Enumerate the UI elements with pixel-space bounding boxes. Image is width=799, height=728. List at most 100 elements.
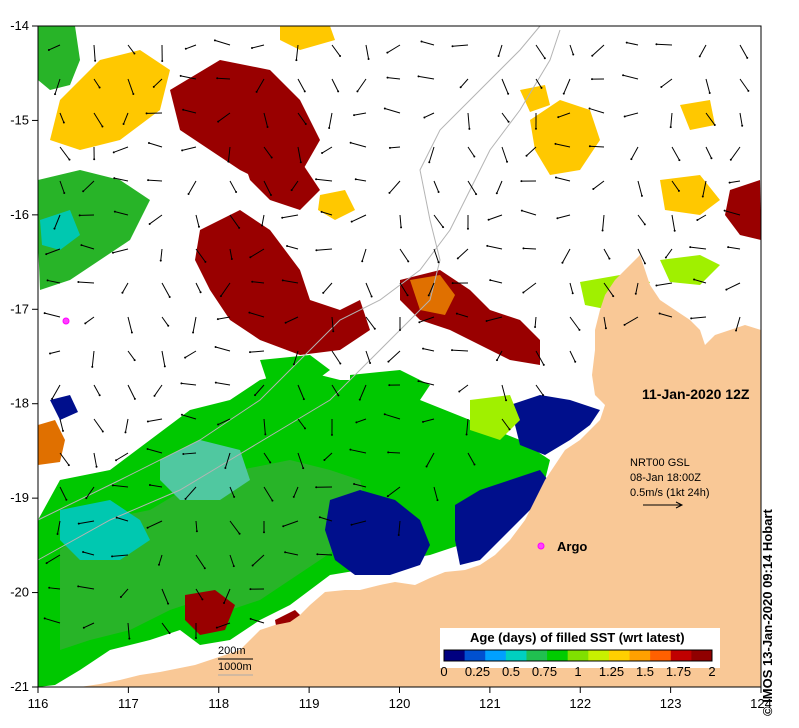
current-arrow <box>48 44 61 51</box>
current-arrow-head <box>664 256 667 259</box>
current-arrow <box>114 177 129 182</box>
current-arrow <box>319 516 333 522</box>
current-arrow-head <box>350 220 353 223</box>
current-arrow-head <box>505 399 508 402</box>
current-arrow <box>739 78 749 92</box>
current-arrow <box>217 77 231 80</box>
current-arrow-head <box>93 158 96 161</box>
current-arrow <box>81 244 95 250</box>
current-arrow <box>656 282 673 286</box>
sst-patch-lime-3 <box>660 255 720 285</box>
current-arrow-head <box>339 55 342 58</box>
current-arrow-head <box>643 223 646 226</box>
current-arrow <box>365 316 376 330</box>
current-arrow <box>316 248 333 251</box>
current-arrow <box>195 248 206 263</box>
current-scale-arrowhead <box>675 501 684 509</box>
credit-text: © IMOS 13-Jan-2020 09:14 Hobart <box>760 509 775 716</box>
current-arrow <box>555 177 571 182</box>
x-tick-label: 118 <box>208 696 229 711</box>
current-arrow-head <box>387 360 390 363</box>
current-arrow <box>665 248 673 258</box>
current-arrow <box>229 520 240 535</box>
current-arrow <box>558 112 571 118</box>
x-tick-label: 122 <box>569 696 591 711</box>
current-arrow <box>263 112 269 128</box>
current-arrow-head <box>349 448 352 451</box>
current-arrow <box>388 451 401 454</box>
current-arrow <box>263 452 271 463</box>
current-arrow-head <box>111 555 114 558</box>
current-arrow-head <box>179 74 182 77</box>
current-arrow-head <box>369 361 372 364</box>
current-arrow <box>220 282 231 297</box>
current-arrow-head <box>261 224 264 227</box>
current-arrow <box>184 350 197 359</box>
current-arrow <box>622 74 639 80</box>
current-arrow-head <box>417 75 420 78</box>
current-arrow-head <box>213 39 216 42</box>
current-arrow <box>424 112 435 118</box>
current-arrow <box>467 112 470 129</box>
current-arrow-head <box>466 227 469 230</box>
current-arrow <box>217 316 231 320</box>
current-arrow <box>729 180 741 184</box>
current-arrow-head <box>281 216 284 219</box>
current-arrow-head <box>77 585 80 588</box>
sst-patch-navy-3 <box>510 395 600 455</box>
sst-patch-darkred-4 <box>240 140 320 210</box>
current-arrow-head <box>262 531 265 534</box>
current-arrow <box>93 44 96 61</box>
current-arrow-head <box>180 382 183 385</box>
sst-patch-navy-1 <box>325 490 430 575</box>
current-arrow-head <box>655 43 658 46</box>
current-arrow-head <box>442 226 445 229</box>
current-arrow-head <box>398 329 401 332</box>
y-tick-label: -17 <box>10 301 29 316</box>
current-arrow-head <box>543 57 546 60</box>
colorbar-ticks: 0 0.25 0.5 0.75 1 1.25 1.5 1.75 2 <box>440 664 715 679</box>
current-arrow-head <box>167 602 170 605</box>
current-arrow-head <box>487 218 490 221</box>
current-arrow-head <box>728 181 731 184</box>
current-arrow-head <box>249 351 252 354</box>
current-arrow <box>705 112 716 126</box>
current-arrow-head <box>47 48 50 51</box>
current-arrow-head <box>133 359 136 362</box>
current-arrow-head <box>349 141 352 144</box>
current-arrow-head <box>119 596 122 599</box>
isobath-1000m <box>37 25 541 561</box>
y-tick-label: -14 <box>10 18 29 33</box>
current-arrow-head <box>495 192 498 195</box>
current-arrow <box>466 418 469 435</box>
current-arrow-head <box>133 397 136 400</box>
current-arrow-head <box>65 498 68 501</box>
current-arrow-head <box>330 433 333 436</box>
current-arrow-head <box>388 384 391 387</box>
current-arrow <box>739 112 743 126</box>
current-arrow <box>523 282 537 293</box>
current-arrow <box>635 282 639 294</box>
colorbar <box>443 649 713 662</box>
x-tick-label: 116 <box>28 696 49 711</box>
current-arrow <box>350 449 367 454</box>
current-arrow-head <box>451 349 454 352</box>
current-arrow <box>261 214 265 226</box>
current-arrow <box>149 484 163 488</box>
sst-patch-yellow-6 <box>318 190 355 220</box>
current-arrow-head <box>232 565 235 568</box>
current-arrow <box>120 588 129 598</box>
current-arrow-head <box>180 413 183 416</box>
sst-patch-green-nw <box>38 26 80 90</box>
current-arrows <box>43 39 750 640</box>
current-arrow-head <box>215 626 218 629</box>
current-arrow-head <box>63 191 66 194</box>
current-arrow-head <box>747 89 750 92</box>
current-arrow-head <box>45 253 48 256</box>
current-arrow <box>192 316 197 333</box>
current-arrow-head <box>339 362 342 365</box>
current-arrow <box>534 316 537 328</box>
current-arrow-head <box>250 46 253 49</box>
current-arrow <box>263 146 273 158</box>
colorbar-segment <box>670 650 692 661</box>
